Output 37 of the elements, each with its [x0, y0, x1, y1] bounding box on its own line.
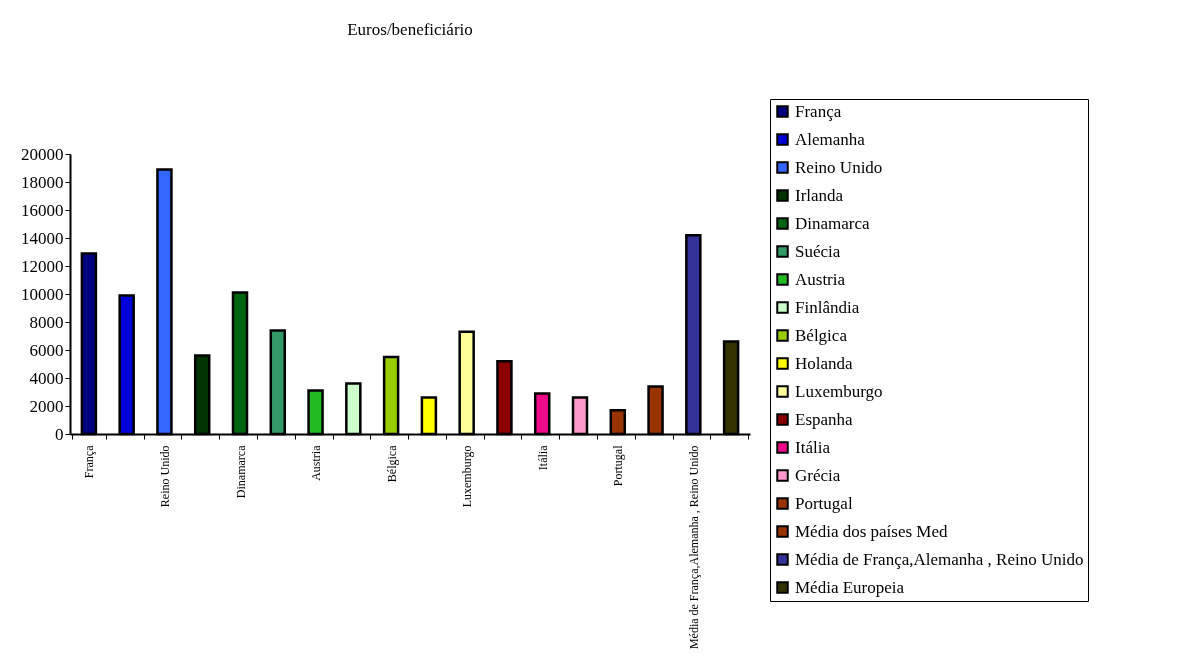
legend-label: Holanda: [795, 353, 854, 373]
y-tick-label: 10000: [21, 284, 64, 304]
legend-label: Espanha: [795, 409, 854, 429]
legend-label: Suécia: [795, 241, 841, 261]
x-tick-label: Itália: [535, 444, 550, 471]
x-tick-label: Média de França,Alemanha , Reino Unido: [686, 445, 701, 650]
y-tick-label: 2000: [29, 396, 64, 416]
legend-label: Irlanda: [795, 185, 844, 205]
x-tick-label: França: [82, 444, 97, 479]
x-tick-label: Luxemburgo: [460, 445, 475, 508]
chart-title: Euros/beneficiário: [347, 19, 473, 39]
y-tick-label: 14000: [21, 228, 64, 248]
y-tick-label: 18000: [21, 172, 64, 192]
x-tick-label: Reino Unido: [157, 445, 172, 508]
x-tick-label: Austria: [309, 444, 324, 481]
y-tick-label: 6000: [29, 340, 64, 360]
legend-label: Finlândia: [795, 297, 860, 317]
x-tick-label: Portugal: [611, 444, 626, 487]
legend-label: Média dos países Med: [795, 521, 948, 541]
x-tick-label: Dinamarca: [233, 444, 248, 499]
y-tick-label: 12000: [21, 256, 64, 276]
y-tick-label: 8000: [29, 312, 64, 332]
legend-label: Dinamarca: [795, 213, 871, 233]
y-tick-label: 0: [55, 424, 64, 444]
legend-label: Luxemburgo: [795, 381, 883, 401]
y-tick-label: 20000: [21, 144, 64, 164]
legend-label: Média de França,Alemanha , Reino Unido: [795, 549, 1084, 569]
x-tick-label: Bélgica: [384, 444, 399, 483]
legend-label: Média Europeia: [795, 577, 905, 597]
y-tick-label: 16000: [21, 200, 64, 220]
legend-label: Alemanha: [795, 129, 866, 149]
legend-label: Grécia: [795, 465, 841, 485]
legend-label: Reino Unido: [795, 157, 883, 177]
legend-label: França: [795, 101, 842, 121]
y-tick-label: 4000: [29, 368, 64, 388]
legend-label: Bélgica: [795, 325, 848, 345]
legend-label: Austria: [795, 269, 846, 289]
